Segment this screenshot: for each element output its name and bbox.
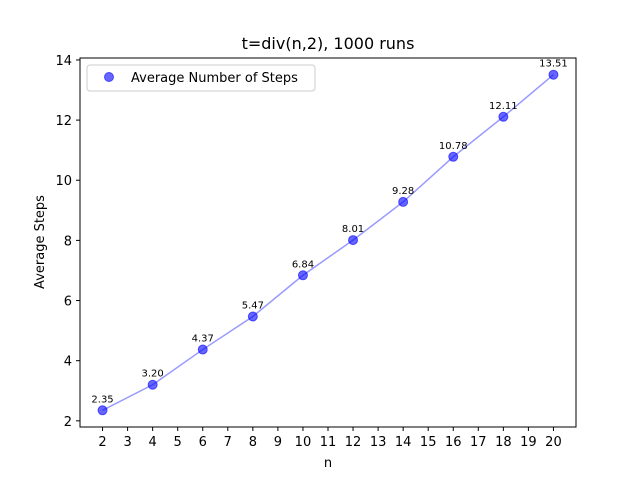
data-point-layer bbox=[97, 69, 559, 416]
data-point bbox=[97, 405, 108, 416]
data-label: 13.51 bbox=[539, 59, 568, 70]
y-tick-label: 2 bbox=[64, 415, 72, 430]
x-tick-label: 20 bbox=[545, 435, 562, 450]
data-label: 12.11 bbox=[489, 101, 518, 112]
y-axis-label: Average Steps bbox=[33, 195, 48, 289]
x-tick-label: 18 bbox=[495, 435, 512, 450]
data-label: 9.28 bbox=[392, 186, 414, 197]
data-label: 4.37 bbox=[192, 334, 214, 345]
legend-box bbox=[86, 64, 316, 92]
data-label: 2.35 bbox=[91, 394, 113, 405]
x-tick-label: 17 bbox=[470, 435, 487, 450]
legend: Average Number of Steps bbox=[86, 64, 316, 92]
x-tick-label: 11 bbox=[320, 435, 337, 450]
x-tick-label: 15 bbox=[420, 435, 437, 450]
x-tick-label: 3 bbox=[123, 435, 131, 450]
y-tick-label: 8 bbox=[64, 234, 72, 249]
x-tick-label: 6 bbox=[199, 435, 207, 450]
series-line bbox=[102, 74, 554, 411]
data-point bbox=[197, 344, 208, 355]
y-tick-label: 12 bbox=[55, 114, 72, 129]
data-point bbox=[297, 270, 308, 281]
plot-area bbox=[80, 58, 576, 427]
x-tick-label: 5 bbox=[174, 435, 182, 450]
x-axis-label: n bbox=[324, 456, 332, 471]
data-label: 10.78 bbox=[439, 141, 468, 152]
legend-marker bbox=[104, 72, 114, 82]
data-point bbox=[348, 235, 359, 246]
data-label-layer: 2.35 3.20 4.37 5.47 6.84 8.01 9.28 10.78 12.11 13… bbox=[91, 59, 567, 406]
x-tick-label: 9 bbox=[274, 435, 282, 450]
data-label: 8.01 bbox=[342, 224, 364, 235]
chart-title: t=div(n,2), 1000 runs bbox=[242, 34, 415, 53]
x-tick-label: 13 bbox=[370, 435, 387, 450]
y-tick-label: 6 bbox=[64, 295, 72, 310]
y-tick-label: 4 bbox=[64, 355, 72, 370]
data-point bbox=[147, 379, 158, 390]
x-tick-label: 8 bbox=[249, 435, 257, 450]
y-axis: 2 4 6 8 10 12 14 bbox=[55, 54, 80, 430]
x-tick-label: 19 bbox=[520, 435, 537, 450]
x-tick-label: 7 bbox=[224, 435, 232, 450]
legend-label: Average Number of Steps bbox=[131, 71, 298, 86]
data-label: 6.84 bbox=[292, 259, 314, 270]
data-label: 3.20 bbox=[142, 369, 164, 380]
x-tick-label: 2 bbox=[98, 435, 106, 450]
y-tick-label: 10 bbox=[55, 174, 72, 189]
data-point bbox=[247, 311, 258, 322]
x-tick-label: 14 bbox=[395, 435, 412, 450]
data-point bbox=[398, 196, 409, 207]
data-point bbox=[548, 69, 559, 80]
x-axis: 2 3 4 5 6 7 8 9 10 11 12 13 14 15 16 17 18 19 20 bbox=[98, 427, 562, 450]
data-point bbox=[448, 151, 459, 162]
series-line-layer bbox=[102, 74, 554, 411]
x-tick-label: 12 bbox=[345, 435, 362, 450]
data-label: 5.47 bbox=[242, 300, 264, 311]
y-tick-label: 14 bbox=[55, 54, 72, 69]
plot-frame bbox=[79, 57, 577, 428]
x-tick-label: 10 bbox=[295, 435, 312, 450]
data-point bbox=[498, 111, 509, 122]
x-tick-label: 4 bbox=[149, 435, 157, 450]
x-tick-label: 16 bbox=[445, 435, 462, 450]
